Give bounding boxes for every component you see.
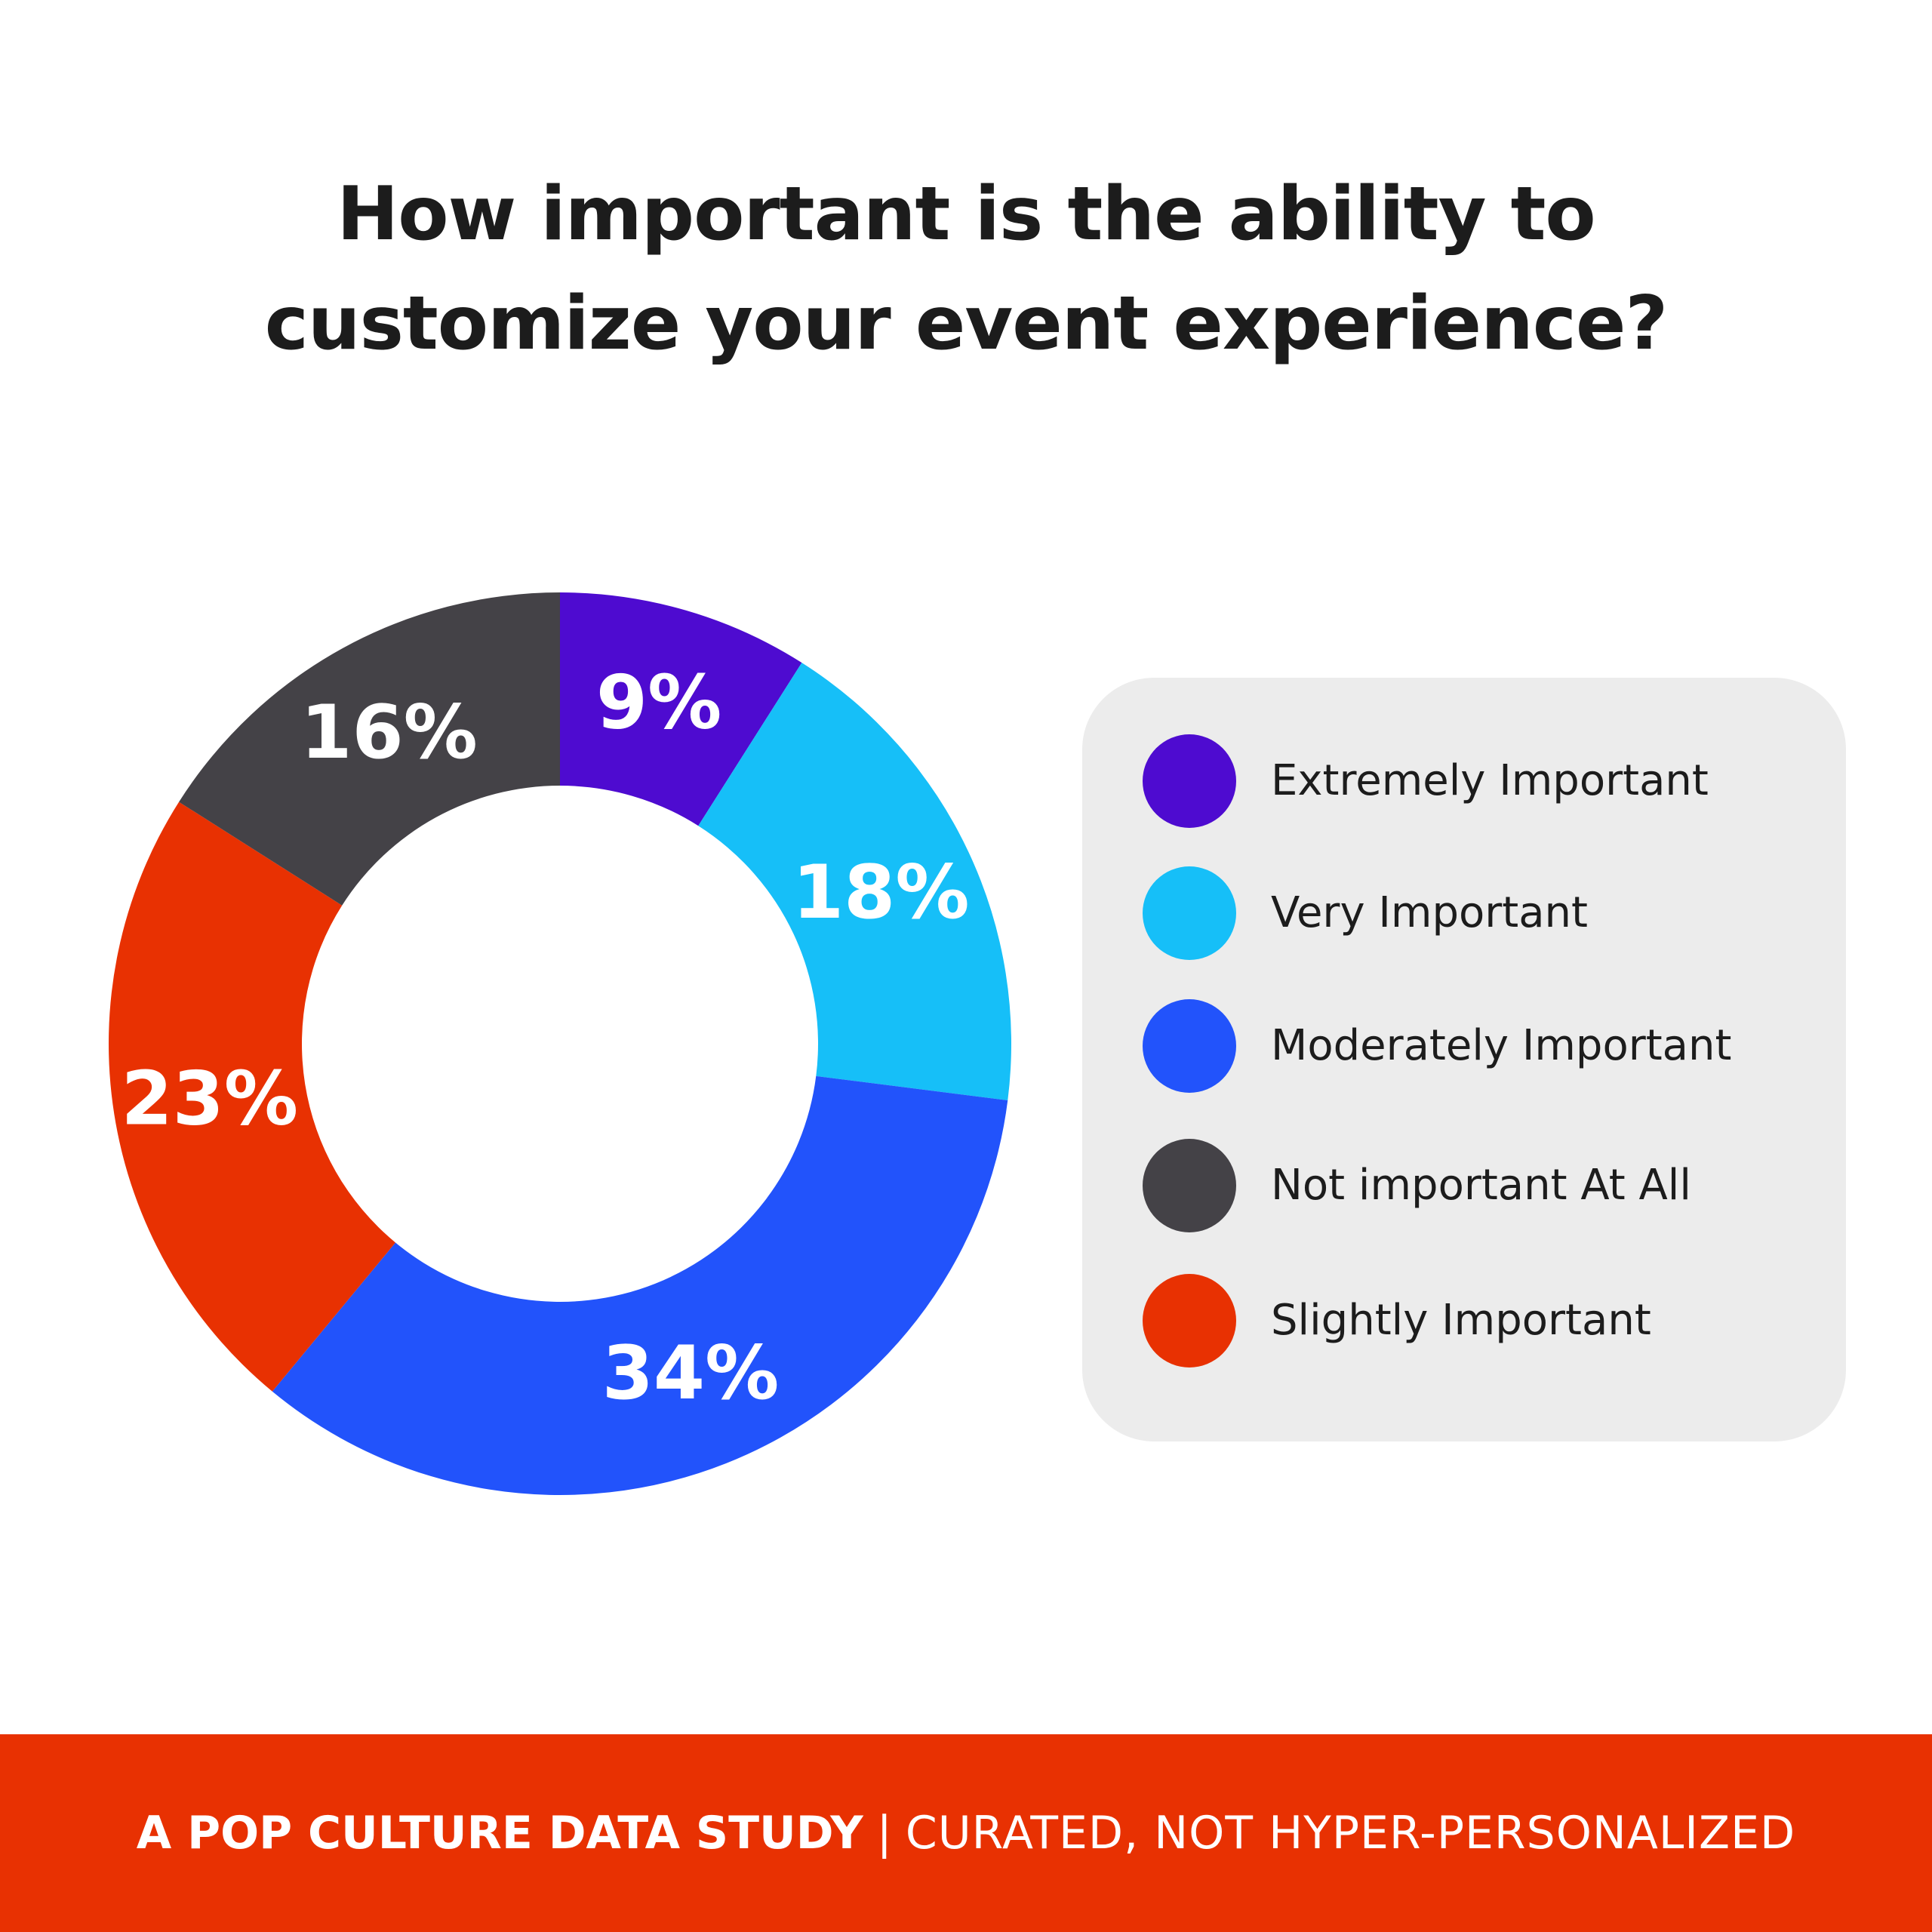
legend-label: Moderately Important xyxy=(1271,1021,1732,1070)
legend-swatch xyxy=(1143,1139,1236,1232)
legend-item-not-important-at-all: Not important At All xyxy=(1143,1139,1822,1232)
donut-slice-labels: 9% 18% 34% 23% 16% xyxy=(121,660,969,1417)
legend-label: Very Important xyxy=(1271,888,1588,937)
footer-separator: | xyxy=(876,1807,892,1860)
legend-item-slightly-important: Slightly Important xyxy=(1143,1274,1822,1367)
legend-swatch xyxy=(1143,999,1236,1093)
donut-slice-not-important-at-all xyxy=(179,592,560,906)
legend-swatch xyxy=(1143,734,1236,828)
legend-label: Slightly Important xyxy=(1271,1296,1651,1345)
donut-slice-label: 23% xyxy=(121,1057,298,1143)
legend-label: Extremely Important xyxy=(1271,756,1709,805)
footer-tagline: CURATED, NOT HYPER-PERSONALIZED xyxy=(905,1807,1796,1860)
legend-swatch xyxy=(1143,866,1236,960)
chart-title-line-1: How important is the ability to xyxy=(337,171,1596,257)
donut-slice-label: 16% xyxy=(300,690,478,776)
footer-banner: A POP CULTURE DATA STUDY | CURATED, NOT HY… xyxy=(0,1734,1932,1932)
chart-title-line-2: customize your event experience? xyxy=(264,281,1669,367)
legend-panel: Extremely Important Very Important Moder… xyxy=(1082,678,1846,1441)
donut-slice-label: 9% xyxy=(596,660,721,746)
footer-study-name: A POP CULTURE DATA STUDY xyxy=(136,1807,863,1860)
legend-item-very-important: Very Important xyxy=(1143,866,1822,960)
donut-slice-moderately-important xyxy=(272,1075,1008,1495)
legend-label: Not important At All xyxy=(1271,1161,1691,1210)
legend-item-extremely-important: Extremely Important xyxy=(1143,734,1822,828)
legend-swatch xyxy=(1143,1274,1236,1367)
donut-slice-extremely-important xyxy=(560,592,802,826)
chart-title: How important is the ability to customiz… xyxy=(0,160,1932,379)
donut-slice-very-important xyxy=(698,663,1011,1100)
donut-slice-label: 34% xyxy=(602,1331,780,1417)
donut-slice-slightly-important xyxy=(109,801,396,1392)
donut-slices xyxy=(109,592,1011,1495)
legend-item-moderately-important: Moderately Important xyxy=(1143,999,1822,1093)
donut-slice-label: 18% xyxy=(792,850,970,936)
